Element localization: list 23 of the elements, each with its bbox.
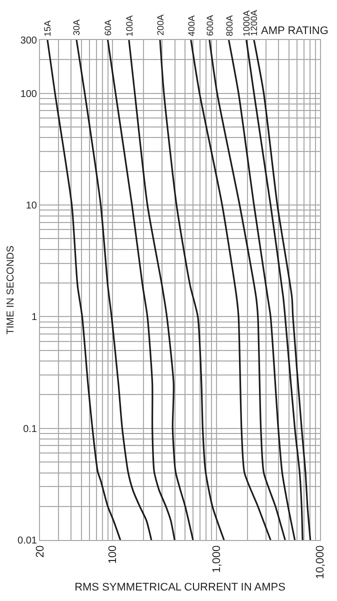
y-tick-label: 300 [20, 36, 38, 46]
x-tick-label: 1,000 [210, 545, 223, 573]
text: 30A [72, 20, 82, 36]
x-axis-title: RMS SYMMETRICAL CURRENT IN AMPS [74, 581, 286, 594]
text: 200A [156, 14, 166, 36]
x-tick-label: 100 [107, 545, 120, 564]
x-tick-label: 10,000 [314, 545, 327, 580]
y-tick-label: 0.01 [18, 536, 38, 546]
y-axis-title: TIME IN SECONDS [6, 245, 17, 334]
text: 15A [42, 20, 52, 36]
text: 1000A [241, 10, 252, 36]
text: 400A [186, 15, 196, 36]
text: 100A [124, 15, 134, 36]
text: 600A [204, 14, 215, 36]
y-tick-label: 1 [31, 312, 38, 324]
y-tick-label: 0.1 [23, 424, 38, 435]
y-tick-label: 100 [20, 88, 38, 100]
text: AMP RATING [261, 25, 328, 37]
x-tick-label: 20 [34, 545, 47, 558]
text: 60A [102, 20, 113, 36]
y-tick-label: 10 [26, 200, 38, 212]
text: 800A [224, 15, 234, 36]
text: 1200A [248, 10, 259, 36]
